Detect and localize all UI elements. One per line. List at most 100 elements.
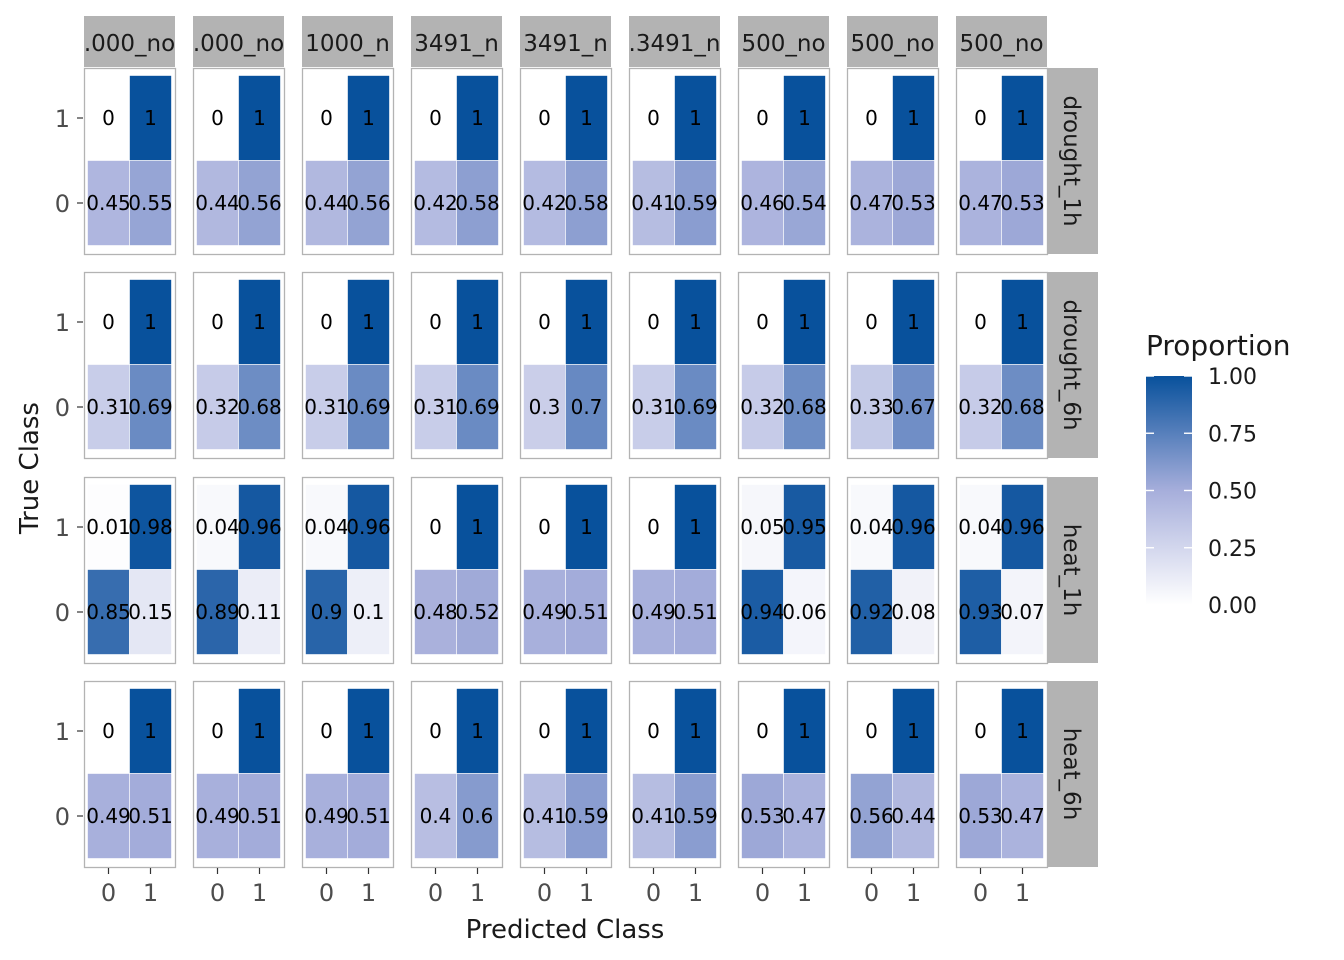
- heatmap-cell: [565, 773, 608, 859]
- cell-value-label: 0: [538, 515, 551, 539]
- cell-value-label: 1: [689, 310, 702, 334]
- cell-value-label: 0.59: [673, 191, 718, 215]
- facet-panel: 0 1 0.490.51: [192, 680, 286, 869]
- facet-panel: 0 1 0.420.58: [410, 67, 504, 256]
- heatmap-cell: [741, 279, 784, 365]
- heatmap-cell: [850, 75, 893, 161]
- facet-panel: 0.010.98 0.850.15: [83, 476, 177, 665]
- heatmap-cell: [238, 484, 281, 570]
- heatmap-cell: [87, 484, 130, 570]
- facet-panel: 0 1 0.490.51: [301, 680, 395, 869]
- x-tick-label: 0: [973, 879, 988, 907]
- facet-panel: 0.050.95 0.940.06: [737, 476, 831, 665]
- heatmap-cell: [305, 160, 348, 246]
- heatmap-cell: [1001, 364, 1044, 450]
- heatmap-cell: [456, 569, 499, 655]
- heatmap-cell: [347, 773, 390, 859]
- cell-value-label: 0.53: [891, 191, 936, 215]
- facet-panel: 0 1 0.310.69: [301, 271, 395, 460]
- cell-value-label: 0: [211, 310, 224, 334]
- cell-value-label: 0.07: [1000, 600, 1045, 624]
- column-strip-label: .3491_n: [629, 31, 721, 57]
- column-strip-label: 3491_n: [523, 31, 608, 57]
- column-strip-label: 500_no: [741, 31, 825, 57]
- column-strip: .3491_n: [629, 16, 721, 67]
- x-tick-label: 0: [101, 879, 116, 907]
- heatmap-cell: [305, 484, 348, 570]
- cell-value-label: 1: [1016, 719, 1029, 743]
- y-tick-label: 1: [55, 514, 70, 542]
- facet-panel: 0 1 0.320.68: [955, 271, 1049, 460]
- heatmap-cell: [892, 364, 935, 450]
- cell-value-label: 0.48: [413, 600, 458, 624]
- heatmap-cell: [1001, 160, 1044, 246]
- cell-value-label: 0: [211, 106, 224, 130]
- cell-value-label: 0: [756, 719, 769, 743]
- column-strip: .000_no: [84, 16, 175, 67]
- cell-value-label: 0: [974, 719, 987, 743]
- heatmap-cell: [783, 364, 826, 450]
- facet-panel: 0.040.96 0.890.11: [192, 476, 286, 665]
- x-tick-label: 1: [1015, 879, 1030, 907]
- heatmap-cell: [238, 75, 281, 161]
- y-tick-label: 1: [55, 105, 70, 133]
- column-strip-label: 3491_n: [414, 31, 499, 57]
- heatmap-cell: [674, 160, 717, 246]
- facet-panel: 0.040.96 0.920.08: [846, 476, 940, 665]
- facet-panel: 0 1 0.560.44: [846, 680, 940, 869]
- cell-value-label: 0.41: [631, 191, 676, 215]
- row-strip-label: drought_6h: [1058, 299, 1084, 430]
- heatmap-cell: [238, 688, 281, 774]
- row-strip: drought_1h: [1047, 68, 1098, 254]
- facet-panel: 0 1 0.310.69: [83, 271, 177, 460]
- column-strip-bg: [302, 16, 393, 67]
- heatmap-cell: [783, 279, 826, 365]
- cell-value-label: 0.6: [462, 804, 494, 828]
- cell-value-label: 0.53: [958, 804, 1003, 828]
- cell-value-label: 0: [429, 106, 442, 130]
- facet-panel: 0 1 0.420.58: [519, 67, 613, 256]
- cell-value-label: 0: [102, 310, 115, 334]
- cell-value-label: 0.46: [740, 191, 785, 215]
- facet-panel: 0 1 0.4 0.6: [410, 680, 504, 869]
- heatmap-cell: [87, 364, 130, 450]
- facet-panel: 0 1 0.490.51: [83, 680, 177, 869]
- strips-layer: .000_no .000_no 1000_n 3491_n 3491_n .3491_n 5…: [84, 16, 1098, 867]
- heatmap-cell: [456, 160, 499, 246]
- cell-value-label: 0.69: [455, 395, 500, 419]
- cell-value-label: 0: [647, 106, 660, 130]
- cell-value-label: 1: [144, 106, 157, 130]
- heatmap-cell: [850, 773, 893, 859]
- cell-value-label: 0.59: [673, 804, 718, 828]
- cell-value-label: 1: [471, 515, 484, 539]
- cell-value-label: 0.58: [564, 191, 609, 215]
- heatmap-cell: [523, 364, 566, 450]
- heatmap-cell: [414, 364, 457, 450]
- legend-tick-label: 0.25: [1208, 537, 1257, 562]
- cell-value-label: 1: [798, 719, 811, 743]
- cell-value-label: 0: [756, 310, 769, 334]
- heatmap-cell: [196, 773, 239, 859]
- heatmap-cell: [783, 773, 826, 859]
- facet-panel: 0 1 0.530.47: [737, 680, 831, 869]
- cell-value-label: 0.05: [740, 515, 785, 539]
- cell-value-label: 0.42: [413, 191, 458, 215]
- cell-value-label: 0.45: [86, 191, 131, 215]
- heatmap-cell: [959, 688, 1002, 774]
- cell-value-label: 0.06: [782, 600, 827, 624]
- cell-value-label: 0.49: [304, 804, 349, 828]
- heatmap-cell: [959, 75, 1002, 161]
- row-strip-label: heat_1h: [1058, 524, 1084, 617]
- cell-value-label: 0.94: [740, 600, 785, 624]
- legend: Proportion 1.00 0.75 0.50 0.25 0.00: [1146, 329, 1290, 619]
- cell-value-label: 1: [471, 310, 484, 334]
- heatmap-cell: [238, 279, 281, 365]
- facet-panel: 0 1 0.320.68: [737, 271, 831, 460]
- x-tick-label: 0: [755, 879, 770, 907]
- cell-value-label: 0.47: [782, 804, 827, 828]
- heatmap-cell: [129, 279, 172, 365]
- column-strip: 500_no: [847, 16, 938, 67]
- cell-value-label: 0.49: [86, 804, 131, 828]
- column-strip: 500_no: [956, 16, 1047, 67]
- legend-tick-label: 0.50: [1208, 480, 1257, 505]
